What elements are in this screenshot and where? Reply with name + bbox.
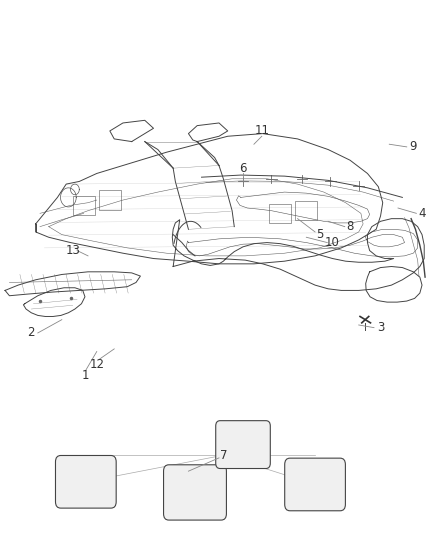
Text: 5: 5	[316, 228, 323, 241]
Text: 3: 3	[377, 321, 384, 334]
Text: 2: 2	[28, 326, 35, 340]
Bar	[295, 201, 317, 220]
Bar	[73, 196, 95, 215]
Text: 1: 1	[82, 369, 90, 382]
Text: 6: 6	[239, 161, 247, 175]
FancyBboxPatch shape	[163, 465, 226, 520]
FancyBboxPatch shape	[285, 458, 346, 511]
Bar	[269, 204, 291, 223]
Text: 7: 7	[219, 449, 227, 462]
Text: 8: 8	[346, 220, 353, 233]
FancyBboxPatch shape	[56, 456, 116, 508]
Bar	[99, 190, 121, 209]
Text: 4: 4	[418, 207, 426, 220]
Text: 12: 12	[89, 358, 104, 372]
FancyBboxPatch shape	[216, 421, 270, 469]
Text: 9: 9	[410, 140, 417, 154]
Text: 13: 13	[65, 244, 80, 257]
Text: 11: 11	[255, 124, 270, 138]
Text: 10: 10	[325, 236, 340, 249]
